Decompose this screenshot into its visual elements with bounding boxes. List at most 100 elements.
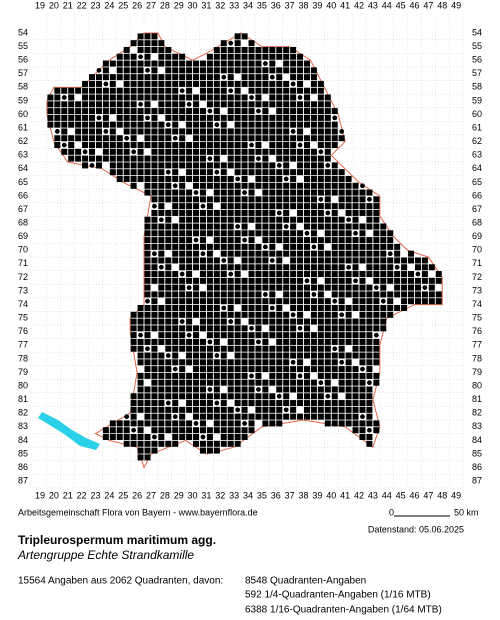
square xyxy=(165,135,172,142)
square xyxy=(220,128,227,135)
square xyxy=(172,155,179,162)
square xyxy=(193,114,200,121)
square xyxy=(310,128,317,135)
square xyxy=(276,128,283,135)
square xyxy=(165,46,172,53)
square xyxy=(248,311,255,318)
row-label: 78 xyxy=(18,353,28,363)
square xyxy=(172,94,179,101)
dot xyxy=(186,332,192,338)
square xyxy=(269,203,276,210)
square xyxy=(199,352,206,359)
square xyxy=(255,121,262,128)
square xyxy=(193,60,200,67)
square xyxy=(220,291,227,298)
square xyxy=(95,135,102,142)
square xyxy=(276,264,283,271)
square xyxy=(206,209,213,216)
square xyxy=(172,386,179,393)
square xyxy=(179,53,186,60)
column-label: 31 xyxy=(201,0,211,10)
square xyxy=(331,169,338,176)
square xyxy=(220,121,227,128)
row-label: 84 xyxy=(18,435,28,445)
square xyxy=(227,196,234,203)
row-label: 59 xyxy=(472,95,482,105)
square xyxy=(234,271,241,278)
square xyxy=(199,359,206,366)
square xyxy=(338,372,345,379)
square xyxy=(290,271,297,278)
square xyxy=(255,182,262,189)
dot xyxy=(367,196,372,202)
dot xyxy=(269,258,275,263)
column-label: 25 xyxy=(118,490,128,500)
square xyxy=(283,114,290,121)
square xyxy=(179,372,186,379)
square xyxy=(220,352,227,359)
square xyxy=(324,182,331,189)
square xyxy=(359,359,366,366)
dot xyxy=(131,427,137,433)
square xyxy=(241,264,248,271)
square xyxy=(408,257,415,264)
square xyxy=(116,121,123,128)
square xyxy=(303,250,310,257)
square xyxy=(144,230,151,237)
square xyxy=(387,271,394,278)
row-label: 63 xyxy=(472,150,482,160)
column-label: 46 xyxy=(409,0,419,10)
square xyxy=(345,209,352,216)
square xyxy=(144,223,151,230)
square xyxy=(213,230,220,237)
square xyxy=(158,291,165,298)
square xyxy=(172,257,179,264)
square xyxy=(276,169,283,176)
column-label: 44 xyxy=(382,490,392,500)
square xyxy=(172,114,179,121)
square xyxy=(227,67,234,74)
square xyxy=(206,318,213,325)
square xyxy=(317,101,324,108)
square xyxy=(303,182,310,189)
square xyxy=(61,114,68,121)
square xyxy=(206,80,213,87)
square xyxy=(283,393,290,400)
square xyxy=(352,427,359,434)
square xyxy=(331,386,338,393)
square xyxy=(165,94,172,101)
square xyxy=(373,379,380,386)
square xyxy=(317,94,324,101)
square xyxy=(61,101,68,108)
square xyxy=(130,345,137,352)
square xyxy=(331,162,338,169)
square xyxy=(220,209,227,216)
square xyxy=(144,386,151,393)
column-label: 45 xyxy=(396,0,406,10)
square xyxy=(310,257,317,264)
square xyxy=(310,74,317,81)
square xyxy=(102,142,109,149)
square xyxy=(324,189,331,196)
square xyxy=(206,352,213,359)
column-label: 27 xyxy=(146,0,156,10)
square xyxy=(61,135,68,142)
square xyxy=(165,264,172,271)
square xyxy=(248,359,255,366)
square xyxy=(54,101,61,108)
square xyxy=(290,400,297,407)
square xyxy=(324,230,331,237)
square xyxy=(186,155,193,162)
square xyxy=(303,87,310,94)
square xyxy=(213,135,220,142)
square xyxy=(290,53,297,60)
column-label: 23 xyxy=(90,0,100,10)
square xyxy=(317,345,324,352)
square xyxy=(331,257,338,264)
square xyxy=(234,243,241,250)
square xyxy=(158,46,165,53)
square xyxy=(269,121,276,128)
grid: 1919202021212222232324242525262627272828… xyxy=(18,0,482,500)
column-label: 39 xyxy=(312,0,322,10)
square xyxy=(262,169,269,176)
